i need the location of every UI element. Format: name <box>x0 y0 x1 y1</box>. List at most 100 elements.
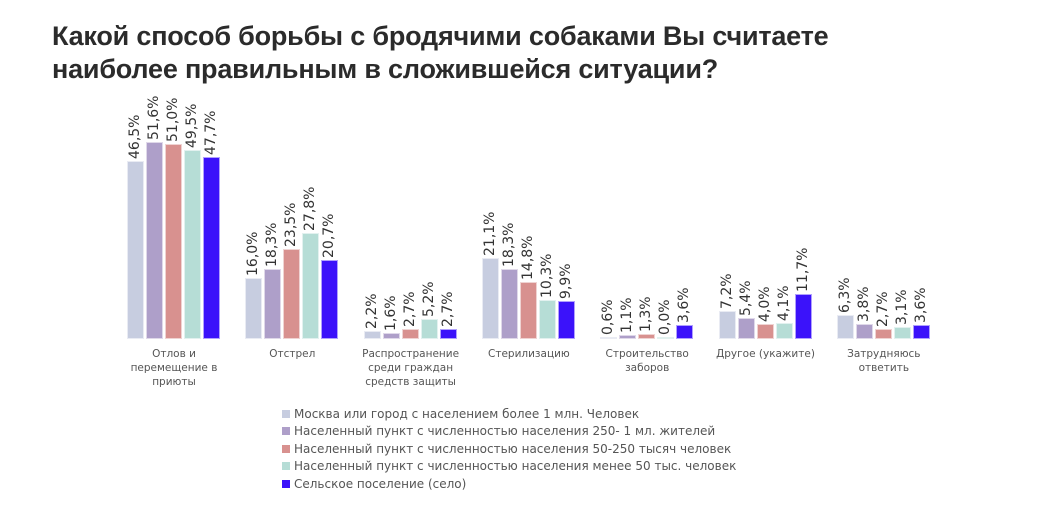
legend-swatch-icon <box>282 462 290 471</box>
legend-label: Населенный пункт с численностью населени… <box>294 441 732 456</box>
legend-label: Населенный пункт с численностью населени… <box>294 459 737 474</box>
bar-value-label: 20,7% <box>321 213 338 258</box>
bar <box>420 319 438 339</box>
bar-value-label: 18,3% <box>264 222 281 268</box>
category-label: Распространение среди граждан средств защи… <box>352 347 470 389</box>
bar <box>401 328 419 339</box>
bar <box>302 232 320 339</box>
bar-value-label: 2,7% <box>439 291 456 327</box>
category-label: Затрудняюсь ответить <box>825 347 943 375</box>
bar-chart-plot-area: 46,5% 51,6% 51,0% 49,5% 47,7% Отлов и перемеще… <box>127 95 943 389</box>
bar <box>184 149 201 339</box>
legend-item: Населенный пункт с численностью населени… <box>282 440 736 458</box>
bar-value-label: 6,3% <box>836 277 853 313</box>
bar <box>718 311 736 339</box>
bar-value-label: 3,8% <box>855 286 872 323</box>
bar-value-label: 0,0% <box>657 299 674 335</box>
chart-legend: Москва или город с населением более 1 мл… <box>282 405 736 493</box>
bar-value-label: 21,1% <box>481 211 498 257</box>
bar <box>893 327 911 339</box>
bar-value-label: 23,5% <box>283 202 300 248</box>
bar <box>203 156 220 339</box>
category-label-line: Строительство <box>605 348 689 360</box>
legend-item: Москва или город с населением более 1 мл… <box>282 405 736 423</box>
bar-value-label: 9,9% <box>557 263 574 300</box>
bar-value-label: 5,2% <box>420 281 437 318</box>
category-label-line: Распространение <box>362 348 460 360</box>
bar-value-label: 51,0% <box>165 97 181 143</box>
category-label-line: Отстрел <box>269 348 316 360</box>
bar-value-label: 1,6% <box>382 295 399 331</box>
bar-value-label: 14,8% <box>519 235 536 281</box>
bar-value-label: 3,6% <box>676 287 693 324</box>
bar-value-label: 11,7% <box>794 247 811 293</box>
bar <box>737 318 755 339</box>
legend-item: Населенный пункт с численностью населени… <box>282 423 736 441</box>
legend-swatch-icon <box>282 444 290 453</box>
bar <box>855 324 873 339</box>
bar-value-label: 4,1% <box>775 285 792 322</box>
category-label-line: средств защиты <box>365 376 456 388</box>
bar-value-label: 3,6% <box>912 287 929 324</box>
category-label: Строительство заборов <box>588 347 706 375</box>
bar-value-label: 2,7% <box>401 291 418 327</box>
bar-value-label: 1,1% <box>619 297 636 333</box>
category-label-line: Затрудняюсь <box>847 348 921 360</box>
category-label-line: Другое (укажите) <box>716 348 815 360</box>
category-label-line: ответить <box>858 362 910 374</box>
bar-value-label: 1,3% <box>638 296 655 333</box>
bar <box>500 269 518 339</box>
bar <box>146 141 163 339</box>
legend-swatch-icon <box>282 427 290 436</box>
bar <box>619 334 637 339</box>
bar <box>245 277 263 339</box>
bar <box>836 314 854 339</box>
legend-item: Населенный пункт с численностью населени… <box>282 458 736 476</box>
bar <box>165 144 182 339</box>
bar-value-label: 3,1% <box>893 289 910 326</box>
bar <box>321 259 339 339</box>
bar <box>481 258 499 339</box>
bar <box>127 161 144 339</box>
bar-value-label: 0,6% <box>600 299 617 335</box>
bar <box>794 294 812 339</box>
category-label: Другое (укажите) <box>707 347 825 361</box>
bar <box>638 334 656 339</box>
bar <box>557 301 575 339</box>
category-label-line: Стерилизацию <box>488 348 570 360</box>
bar-value-label: 16,0% <box>245 231 262 276</box>
legend-label: Москва или город с населением более 1 мл… <box>294 406 640 421</box>
category-label-line: среди граждан <box>368 362 454 374</box>
bar-value-label: 7,2% <box>718 273 735 310</box>
legend-item: Сельское поселение (село) <box>282 475 736 493</box>
bar-value-label: 49,5% <box>184 103 200 148</box>
bar-value-label: 18,3% <box>500 222 517 268</box>
bar <box>657 337 675 339</box>
category-label-line: Отлов и <box>152 348 196 360</box>
chart-title-line-1: Какой способ борьбы с бродячими собаками… <box>52 21 829 51</box>
legend-label: Населенный пункт с численностью населени… <box>294 424 716 439</box>
bar <box>283 249 301 339</box>
category-label: Стерилизацию <box>470 347 588 361</box>
category-label-line: приюты <box>152 376 196 388</box>
category-label-line: перемещение в <box>130 362 218 374</box>
legend-label: Сельское поселение (село) <box>294 476 467 491</box>
bar <box>756 323 774 339</box>
bar-value-label: 4,0% <box>756 286 773 322</box>
bar <box>519 282 537 339</box>
bar-value-label: 47,7% <box>203 110 219 155</box>
bar-value-label: 51,6% <box>146 95 162 140</box>
bar <box>912 325 930 339</box>
bar <box>363 330 381 339</box>
bar <box>382 332 400 339</box>
legend-swatch-icon <box>282 479 290 488</box>
bar-value-label: 46,5% <box>127 114 143 160</box>
bar <box>874 328 892 339</box>
legend-swatch-icon <box>282 409 290 418</box>
bar-value-label: 5,4% <box>737 280 754 317</box>
bar <box>439 328 457 339</box>
bar-value-label: 2,2% <box>363 293 380 329</box>
chart-title: Какой способ борьбы с бродячими собаками… <box>52 20 1012 86</box>
category-label: Отстрел <box>233 347 351 361</box>
bar-value-label: 2,7% <box>874 291 891 327</box>
